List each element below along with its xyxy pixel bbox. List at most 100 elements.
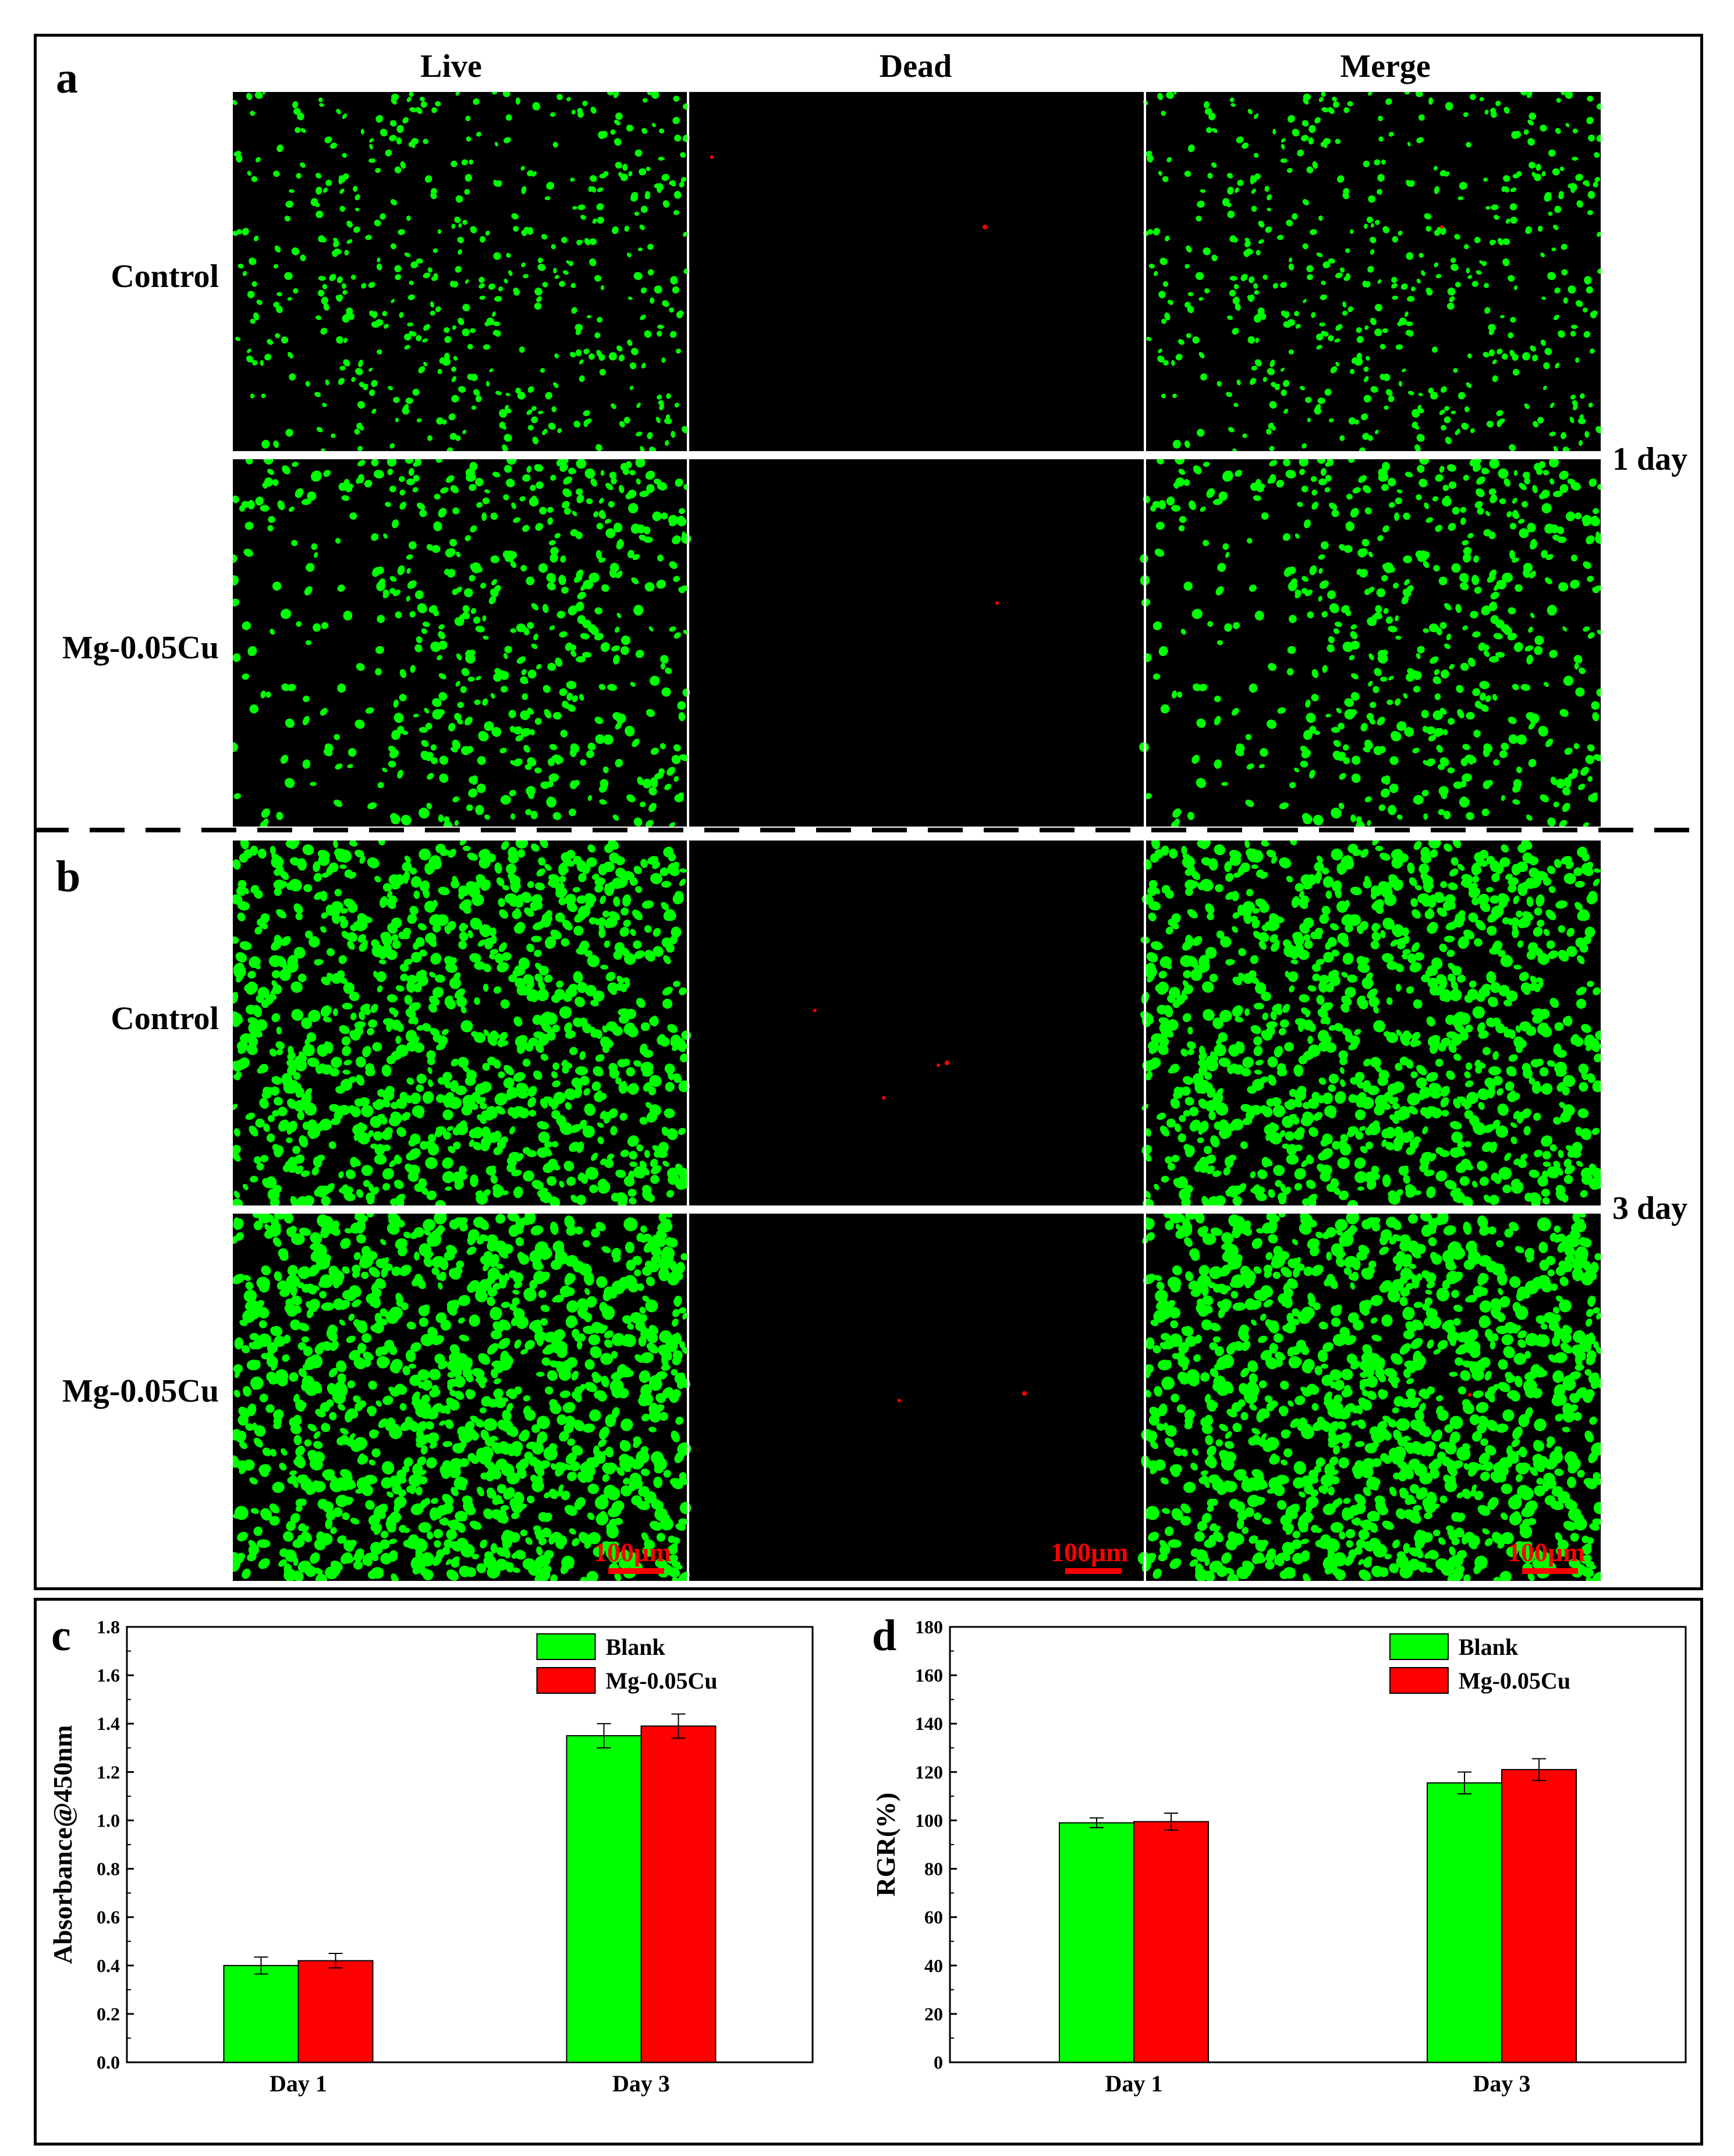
x-tick-label: Day 3 [1473, 2070, 1531, 2097]
dead-cell-dot [1440, 225, 1444, 229]
panel-cd-frame [34, 1598, 1703, 2146]
dead-cell-dot [1468, 1393, 1471, 1396]
y-tick-label: 1.0 [97, 1810, 120, 1831]
y-tick-label: 1.8 [97, 1616, 120, 1637]
legend: Blank Mg-0.05Cu [536, 1633, 718, 1694]
y-axis-label: RGR(%) [871, 1793, 900, 1897]
legend-label: Mg-0.05Cu [1459, 1668, 1570, 1694]
legend-label: Blank [605, 1634, 665, 1660]
y-tick-label: 1.4 [97, 1713, 120, 1734]
y-tick-label: 100 [915, 1810, 943, 1831]
dead-cell-dot [937, 1063, 940, 1067]
y-tick-label: 60 [924, 1907, 943, 1928]
error-bar [1532, 1758, 1546, 1781]
row-label-control-day1: Control [111, 258, 219, 295]
y-tick-label: 0.6 [97, 1907, 120, 1928]
y-tick-label: 0.8 [97, 1859, 120, 1880]
error-bar [1090, 1817, 1104, 1828]
y-tick-label: 0.2 [97, 2003, 120, 2024]
dead-cell-dot [1022, 1391, 1027, 1396]
column-header-live: Live [420, 48, 482, 84]
y-tick-label: 1.6 [97, 1665, 120, 1686]
cell-cluster [1139, 454, 1601, 827]
chart-axes: 0.0 0.2 0.4 0.6 0.8 1.0 1.2 1.4 1.6 1.8 Absorbance… [48, 1616, 814, 2097]
column-header-merge: Merge [1340, 48, 1431, 84]
dead-cell-dot [813, 1009, 817, 1012]
day-label-3: 3 day [1612, 1190, 1688, 1226]
scale-bar-label: 100μm [594, 1537, 672, 1567]
dead-cell-dot [945, 1061, 949, 1065]
row-label-mg-day1: Mg-0.05Cu [62, 630, 219, 666]
y-tick-label: 160 [915, 1665, 943, 1686]
dead-cell-dot [710, 155, 714, 159]
image-divider [233, 451, 1601, 459]
image-divider [233, 1205, 1601, 1214]
y-tick-label: 0.0 [97, 2052, 120, 2073]
row-label-mg-day3: Mg-0.05Cu [62, 1373, 219, 1409]
panel-letter-b: b [56, 852, 81, 901]
cell-cluster [233, 841, 692, 1210]
image-divider [687, 92, 689, 827]
bar [223, 1964, 299, 2063]
error-bar [671, 1713, 686, 1739]
error-bar [254, 1956, 268, 1975]
row-label-control-day3: Control [111, 1001, 219, 1037]
y-tick-label: 120 [915, 1761, 943, 1782]
bar [1133, 1821, 1209, 2063]
error-bar [1164, 1812, 1178, 1831]
legend: Blank Mg-0.05Cu [1389, 1633, 1570, 1694]
y-tick-label: 0.4 [97, 1955, 120, 1976]
cell-cluster [233, 454, 692, 827]
chart-axes: 0 20 40 60 80 100 120 140 160 180 RGR(%) Day 1 Day 3 [871, 1616, 1687, 2097]
day-label-1: 1 day [1612, 441, 1688, 477]
scale-bar [1065, 1568, 1121, 1574]
scale-bar-label: 100μm [1051, 1537, 1129, 1567]
scale-bar [608, 1568, 664, 1574]
bar [1059, 1822, 1134, 2063]
y-axis-label: Absorbance@450nm [48, 1725, 77, 1964]
bar [297, 1960, 374, 2063]
scale-bar-label: 100μm [1508, 1537, 1586, 1567]
x-tick-label: Day 3 [612, 2070, 670, 2097]
column-header-dead: Dead [879, 48, 952, 84]
error-bar [597, 1723, 611, 1749]
dead-cell-dot [898, 1399, 901, 1402]
legend-swatch [1389, 1633, 1449, 1660]
dead-cell-dot [983, 225, 987, 229]
scale-bar [1522, 1568, 1578, 1574]
image-divider [1144, 92, 1146, 827]
chart-c: 0.0 0.2 0.4 0.6 0.8 1.0 1.2 1.4 1.6 1.8 Absorbance… [0, 0, 861, 2156]
legend-swatch [536, 1667, 596, 1694]
bar [1427, 1782, 1502, 2063]
y-tick-label: 20 [924, 2003, 943, 2024]
bar [566, 1735, 642, 2063]
cell-cluster [233, 92, 690, 454]
cell-cluster [233, 1209, 692, 1581]
panel-letter-d: d [872, 1611, 897, 1660]
panel-ab-frame [34, 34, 1703, 1590]
bar [640, 1725, 717, 2063]
x-tick-label: Day 1 [270, 2070, 327, 2097]
cell-cluster [1137, 1209, 1601, 1581]
y-tick-label: 1.2 [97, 1761, 120, 1782]
y-tick-label: 0 [934, 2052, 943, 2073]
panel-letter-c: c [51, 1611, 71, 1660]
bar [1501, 1769, 1577, 2063]
dead-cell-dot [882, 1096, 885, 1100]
dead-cell-dot [995, 601, 999, 605]
legend-swatch [1389, 1667, 1449, 1694]
x-tick-label: Day 1 [1105, 2070, 1163, 2097]
y-tick-label: 40 [924, 1955, 943, 1976]
legend-label: Mg-0.05Cu [605, 1668, 717, 1694]
error-bar [328, 1953, 343, 1969]
y-tick-label: 180 [915, 1616, 943, 1637]
dashed-separator [34, 828, 1703, 832]
error-bar [1458, 1771, 1471, 1795]
y-tick-label: 80 [924, 1859, 943, 1880]
y-tick-label: 140 [915, 1713, 943, 1734]
legend-label: Blank [1459, 1634, 1519, 1660]
legend-swatch [536, 1633, 596, 1660]
cell-cluster [1140, 841, 1601, 1210]
panel-letter-a: a [56, 54, 78, 102]
